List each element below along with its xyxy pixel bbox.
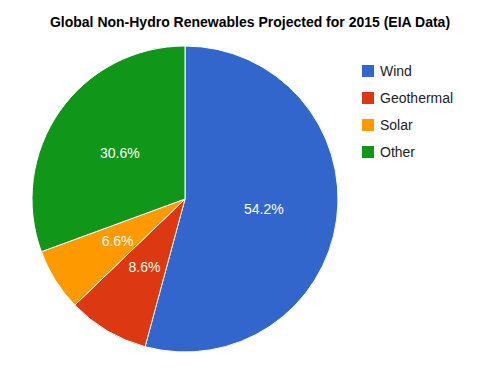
svg-text:Other: Other xyxy=(380,144,415,160)
svg-text:Wind: Wind xyxy=(380,63,412,79)
svg-text:Global Non-Hydro Renewables Pr: Global Non-Hydro Renewables Projected fo… xyxy=(50,14,450,30)
svg-text:54.2%: 54.2% xyxy=(244,201,284,217)
svg-text:6.6%: 6.6% xyxy=(102,233,134,249)
svg-text:30.6%: 30.6% xyxy=(100,145,140,161)
svg-text:Solar: Solar xyxy=(380,117,413,133)
svg-text:8.6%: 8.6% xyxy=(129,259,161,275)
svg-text:Geothermal: Geothermal xyxy=(380,90,453,106)
